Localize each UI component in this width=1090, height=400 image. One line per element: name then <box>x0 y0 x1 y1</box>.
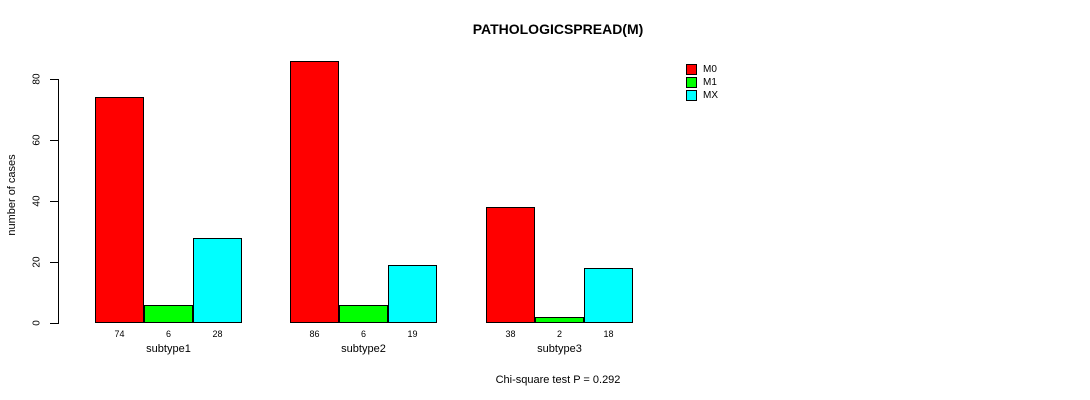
y-axis-tick <box>50 262 58 263</box>
chart-title: PATHOLOGICSPREAD(M) <box>472 21 644 37</box>
bar-MX-subtype3 <box>584 268 633 323</box>
y-axis-line <box>58 79 59 324</box>
bar-MX-subtype2 <box>388 265 437 323</box>
bar-value-label: 18 <box>603 329 614 339</box>
category-label-subtype1: subtype1 <box>146 343 191 355</box>
y-axis-tick <box>50 79 58 80</box>
bar-value-label: 6 <box>360 329 367 339</box>
bar-value-label: 19 <box>407 329 418 339</box>
legend-item-MX: MX <box>686 90 718 101</box>
legend-item-M0: M0 <box>686 64 718 75</box>
bar-M1-subtype2 <box>339 305 388 323</box>
y-axis-tick <box>50 140 58 141</box>
bar-value-label: 6 <box>165 329 172 339</box>
bar-M1-subtype3 <box>535 317 584 323</box>
legend-label: M1 <box>703 77 717 88</box>
bar-value-label: 86 <box>309 329 320 339</box>
legend-label: M0 <box>703 64 717 75</box>
bar-value-label: 38 <box>505 329 516 339</box>
legend: M0 M1 MX <box>686 64 718 101</box>
category-label-subtype3: subtype3 <box>537 343 582 355</box>
legend-item-M1: M1 <box>686 77 718 88</box>
bar-MX-subtype1 <box>193 238 242 323</box>
chi-square-annotation: Chi-square test P = 0.292 <box>495 374 621 386</box>
y-axis-tick <box>50 201 58 202</box>
legend-swatch <box>686 64 697 75</box>
bar-M1-subtype1 <box>144 305 193 323</box>
bar-M0-subtype2 <box>290 61 339 323</box>
bar-value-label: 74 <box>114 329 125 339</box>
y-axis-tick <box>50 323 58 324</box>
bar-value-label: 28 <box>212 329 223 339</box>
bar-M0-subtype3 <box>486 207 535 323</box>
bar-value-label: 2 <box>556 329 563 339</box>
category-label-subtype2: subtype2 <box>341 343 386 355</box>
legend-label: MX <box>703 90 718 101</box>
bar-M0-subtype1 <box>95 97 144 323</box>
legend-swatch <box>686 77 697 88</box>
legend-swatch <box>686 90 697 101</box>
